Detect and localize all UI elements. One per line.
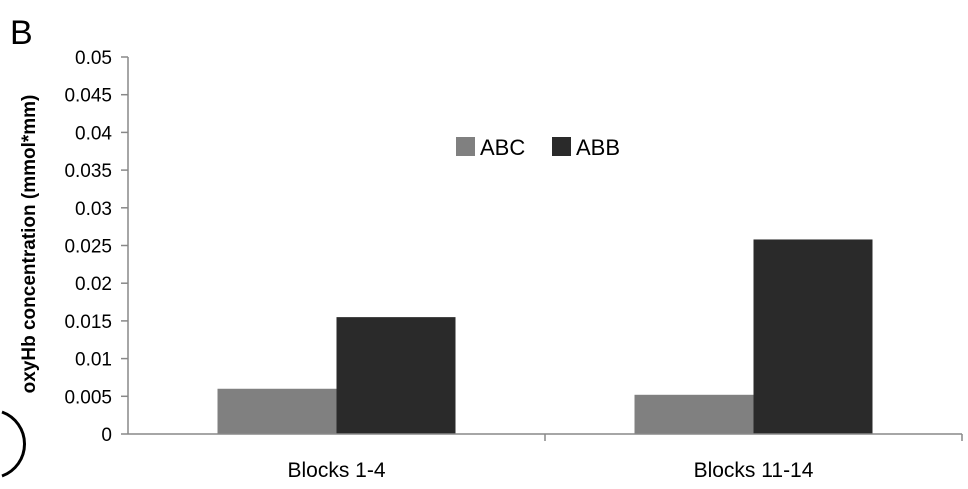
y-tick-label: 0.045 [64, 86, 112, 107]
y-tick-label: 0.015 [64, 312, 112, 333]
cropped-panel-edge [1, 410, 27, 478]
y-tick-label: 0.05 [75, 48, 112, 69]
panel-label: B [10, 14, 33, 52]
legend-label-abb: ABB [576, 135, 620, 160]
y-tick-label: 0.03 [75, 199, 112, 220]
y-tick-label: 0.025 [64, 237, 112, 258]
legend-swatch-abc [456, 137, 475, 156]
legend: ABC ABB [456, 135, 620, 160]
x-tick-label: Blocks 11-14 [694, 459, 814, 482]
y-tick-label: 0.01 [75, 350, 112, 371]
y-tick-label: 0 [101, 425, 112, 446]
y-tick-label: 0.005 [64, 387, 112, 408]
y-tick-label: 0.04 [75, 123, 112, 144]
bar-abc [217, 388, 337, 434]
y-axis-ticks: 0 0.005 0.01 0.015 0.02 0.025 0.03 0.035 0.04 0.0… [64, 48, 128, 446]
y-axis-title: oxyHb concentration (mmol*mm) [19, 95, 40, 394]
y-tick-label: 0.02 [75, 274, 112, 295]
legend-swatch-abb [552, 137, 571, 156]
bar-abc [634, 394, 754, 434]
x-axis-ticks: Blocks 1-4 Blocks 11-14 [287, 434, 963, 482]
bar-abb [336, 317, 456, 434]
legend-label-abc: ABC [480, 135, 525, 160]
y-tick-label: 0.035 [64, 161, 112, 182]
x-tick-label: Blocks 1-4 [287, 459, 385, 482]
bar-abb [753, 239, 873, 434]
bars-group [217, 239, 873, 434]
